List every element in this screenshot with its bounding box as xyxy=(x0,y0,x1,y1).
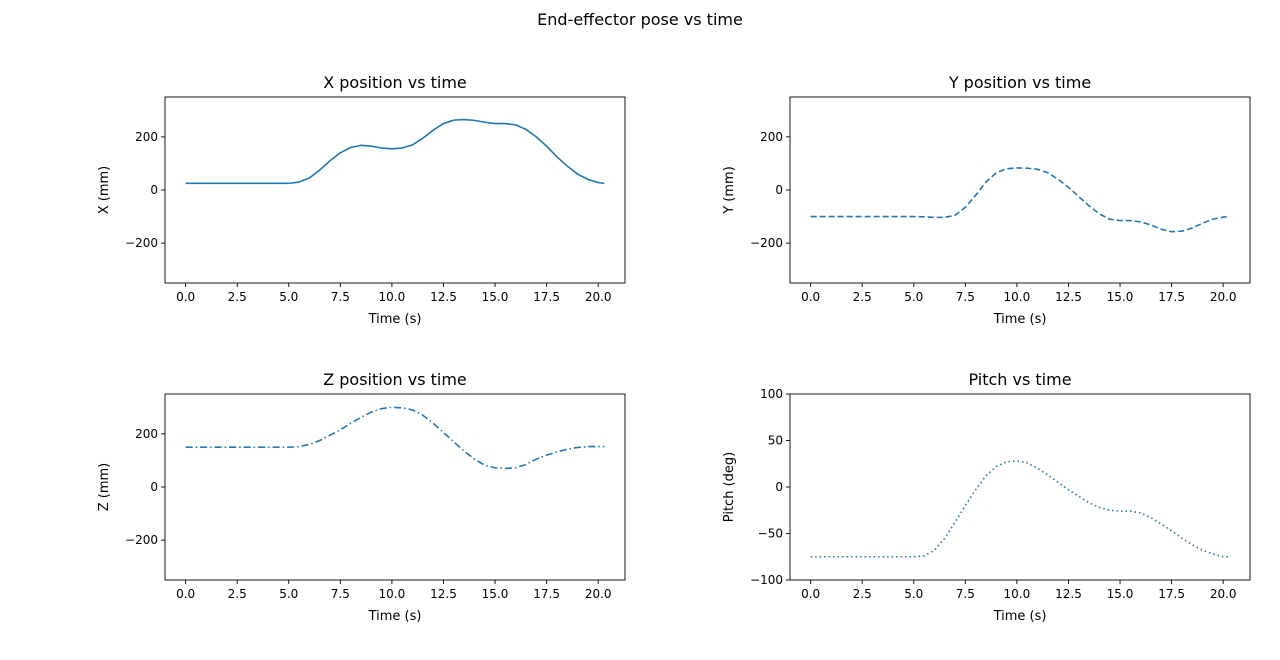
x-tick-label: 0.0 xyxy=(176,290,195,304)
x-tick-label: 17.5 xyxy=(1158,587,1185,601)
x-tick-label: 17.5 xyxy=(533,587,560,601)
axes-frame xyxy=(164,96,626,284)
series-line-2 xyxy=(810,167,1230,233)
y-tick-label: 200 xyxy=(760,130,783,144)
x-tick-label: 20.0 xyxy=(585,290,612,304)
chart-title: Y position vs time xyxy=(948,73,1091,92)
chart-title: Pitch vs time xyxy=(968,370,1071,389)
y-tick-label: −200 xyxy=(125,236,158,250)
x-tick-label: 15.0 xyxy=(1107,587,1134,601)
x-tick-label: 2.5 xyxy=(853,587,872,601)
x-axis-label: Time (s) xyxy=(368,312,422,327)
y-tick-label: 200 xyxy=(135,130,158,144)
x-tick-label: 7.5 xyxy=(331,290,350,304)
x-tick-label: 10.0 xyxy=(1004,290,1031,304)
x-tick-label: 10.0 xyxy=(379,587,406,601)
chart-panel-3: 0.0 2.5 5.0 7.5 10.0 12.5 15.0 17.5 20.0 −200 0 200… xyxy=(97,370,626,624)
x-tick-label: 5.0 xyxy=(279,290,298,304)
x-tick-label: 12.5 xyxy=(430,290,457,304)
x-tick-label: 2.5 xyxy=(228,587,247,601)
x-tick-label: 15.0 xyxy=(482,290,509,304)
y-tick-label: 0 xyxy=(775,183,783,197)
y-tick-label: −200 xyxy=(125,533,158,547)
x-axis-label: Time (s) xyxy=(993,312,1047,327)
chart-title: Z position vs time xyxy=(323,370,467,389)
y-tick-label: −100 xyxy=(750,573,783,587)
x-tick-label: 17.5 xyxy=(1158,290,1185,304)
x-tick-label: 0.0 xyxy=(176,587,195,601)
y-tick-label: −50 xyxy=(758,527,783,541)
y-tick-label: 50 xyxy=(768,434,783,448)
x-tick-label: 10.0 xyxy=(1004,587,1031,601)
x-tick-label: 15.0 xyxy=(482,587,509,601)
figure-suptitle: End-effector pose vs time xyxy=(537,10,743,29)
x-tick-label: 2.5 xyxy=(853,290,872,304)
x-axis-label: Time (s) xyxy=(993,609,1047,624)
y-tick-label: −200 xyxy=(750,236,783,250)
x-tick-label: 17.5 xyxy=(533,290,560,304)
y-axis-label: Y (mm) xyxy=(722,166,737,215)
x-tick-label: 12.5 xyxy=(1055,587,1082,601)
x-tick-label: 15.0 xyxy=(1107,290,1134,304)
x-tick-label: 12.5 xyxy=(1055,290,1082,304)
x-tick-label: 20.0 xyxy=(585,587,612,601)
x-tick-label: 7.5 xyxy=(331,587,350,601)
series-line-1 xyxy=(185,118,605,185)
x-tick-label: 7.5 xyxy=(956,587,975,601)
x-tick-label: 10.0 xyxy=(379,290,406,304)
axes-frame xyxy=(789,96,1251,284)
x-tick-label: 7.5 xyxy=(956,290,975,304)
y-tick-label: 0 xyxy=(150,480,158,494)
axes-frame xyxy=(164,393,626,581)
y-axis-label: Z (mm) xyxy=(97,463,112,512)
series-line-4 xyxy=(810,460,1230,558)
x-tick-label: 0.0 xyxy=(801,290,820,304)
chart-panel-1: 0.0 2.5 5.0 7.5 10.0 12.5 15.0 17.5 20.0 −200 0 200… xyxy=(97,73,626,327)
x-tick-label: 5.0 xyxy=(279,587,298,601)
x-tick-label: 20.0 xyxy=(1210,290,1237,304)
chart-panel-2: 0.0 2.5 5.0 7.5 10.0 12.5 15.0 17.5 20.0 −200 0 200… xyxy=(722,73,1251,327)
x-tick-label: 5.0 xyxy=(904,587,923,601)
x-tick-label: 12.5 xyxy=(430,587,457,601)
chart-title: X position vs time xyxy=(323,73,467,92)
x-tick-label: 0.0 xyxy=(801,587,820,601)
x-tick-label: 2.5 xyxy=(228,290,247,304)
y-axis-label: X (mm) xyxy=(97,166,112,215)
axes-frame xyxy=(789,393,1251,581)
x-tick-label: 20.0 xyxy=(1210,587,1237,601)
chart-panel-4: 0.0 2.5 5.0 7.5 10.0 12.5 15.0 17.5 20.0 −100 −50 0… xyxy=(722,370,1251,624)
x-tick-label: 5.0 xyxy=(904,290,923,304)
y-axis-label: Pitch (deg) xyxy=(722,452,737,522)
y-tick-label: 200 xyxy=(135,427,158,441)
x-axis-label: Time (s) xyxy=(368,609,422,624)
y-tick-label: 0 xyxy=(150,183,158,197)
y-tick-label: 0 xyxy=(775,480,783,494)
y-tick-label: 100 xyxy=(760,387,783,401)
series-line-3 xyxy=(185,406,605,470)
